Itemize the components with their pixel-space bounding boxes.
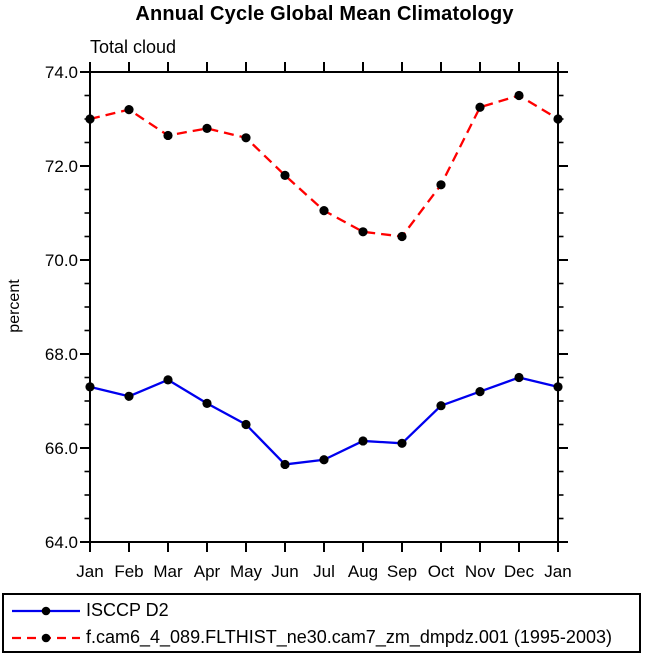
legend-label-model: f.cam6_4_089.FLTHIST_ne30.cam7_zm_dmpdz.… bbox=[86, 627, 612, 647]
x-tick-label: Jun bbox=[271, 562, 298, 581]
y-tick-label: 70.0 bbox=[45, 251, 78, 270]
legend-item-isccp: ISCCP D2 bbox=[9, 597, 639, 624]
data-point bbox=[358, 436, 368, 446]
legend-box: ISCCP D2 f.cam6_4_089.FLTHIST_ne30.cam7_… bbox=[2, 593, 641, 653]
data-point bbox=[241, 133, 251, 143]
data-point bbox=[280, 459, 290, 470]
plot-area: Jan Feb Mar Apr May Jun Jul Aug Sep Oct Nov Dec Jan 6… bbox=[45, 62, 572, 581]
y-tick-label: 72.0 bbox=[45, 157, 78, 176]
data-point bbox=[553, 382, 563, 392]
y-tick-label: 74.0 bbox=[45, 63, 78, 82]
x-tick-label: Sep bbox=[387, 562, 417, 581]
data-point bbox=[280, 170, 290, 180]
chart-subtitle: Total cloud bbox=[90, 37, 177, 57]
data-point bbox=[163, 130, 173, 141]
data-point bbox=[202, 398, 212, 408]
axis-frame bbox=[89, 71, 559, 543]
legend-item-model: f.cam6_4_089.FLTHIST_ne30.cam7_zm_dmpdz.… bbox=[9, 624, 639, 651]
y-tick-label: 68.0 bbox=[45, 345, 78, 364]
x-tick-label: Jan bbox=[544, 562, 571, 581]
x-tick-label: Dec bbox=[504, 562, 535, 581]
x-tick-label: Jan bbox=[76, 562, 103, 581]
data-point bbox=[475, 387, 485, 397]
series-line-solid bbox=[89, 376, 559, 466]
data-point bbox=[124, 105, 134, 115]
legend-swatch-dashed-line bbox=[12, 633, 80, 642]
data-point bbox=[85, 382, 95, 392]
data-point bbox=[436, 401, 446, 411]
x-tick-label: Jul bbox=[313, 562, 335, 581]
y-tick-label: 66.0 bbox=[45, 439, 78, 458]
data-point bbox=[514, 372, 524, 383]
data-point bbox=[436, 180, 446, 190]
data-point bbox=[85, 114, 95, 124]
x-tick-label: Aug bbox=[348, 562, 378, 581]
y-tick-label: 64.0 bbox=[45, 533, 78, 552]
data-point bbox=[358, 227, 368, 237]
x-tick-label: Apr bbox=[194, 562, 221, 581]
series-line-dashed bbox=[89, 94, 559, 238]
data-point bbox=[163, 375, 173, 385]
x-tick-label: May bbox=[230, 562, 263, 581]
data-point bbox=[397, 231, 407, 242]
data-point bbox=[319, 455, 329, 465]
data-point bbox=[553, 114, 563, 124]
x-tick-label: Mar bbox=[153, 562, 183, 581]
data-point bbox=[202, 123, 212, 133]
x-tick-label: Nov bbox=[465, 562, 496, 581]
x-tick-label: Oct bbox=[428, 562, 455, 581]
data-point bbox=[241, 419, 251, 430]
data-point bbox=[397, 438, 407, 448]
legend-swatch-solid-line bbox=[12, 606, 80, 615]
data-point bbox=[514, 90, 524, 101]
x-tick-label: Feb bbox=[114, 562, 143, 581]
data-point bbox=[124, 391, 134, 401]
data-point bbox=[475, 102, 485, 112]
data-point bbox=[319, 206, 329, 216]
chart-title: Annual Cycle Global Mean Climatology bbox=[135, 3, 514, 25]
legend-label-isccp: ISCCP D2 bbox=[86, 600, 169, 620]
